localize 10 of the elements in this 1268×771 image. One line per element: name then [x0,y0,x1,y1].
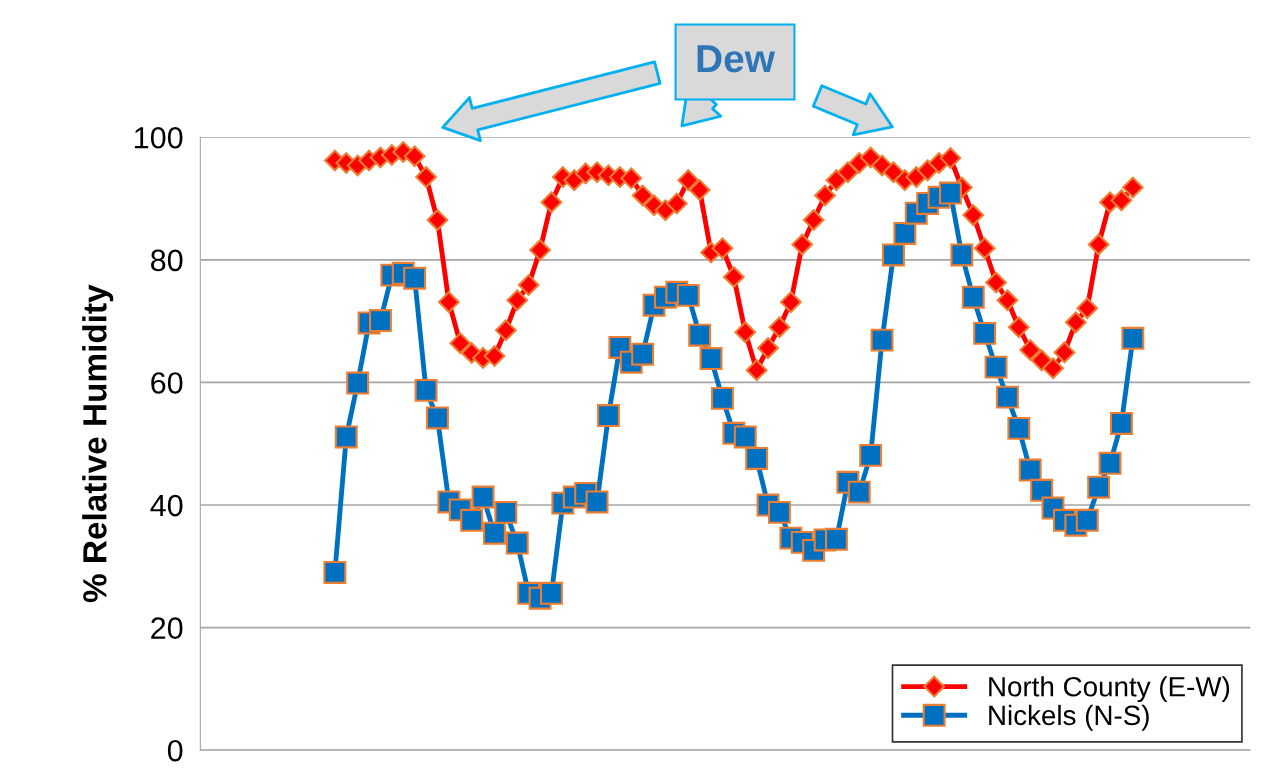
y-axis-title: % Relative Humidity [82,284,114,603]
legend-label: North County (E-W) [989,676,1230,703]
y-tick-label: 100 [135,126,183,149]
y-tick-label: 80 [151,249,183,272]
y-tick-label: 40 [150,494,183,517]
y-tick-label: 0 [167,739,183,762]
y-tick-label: 20 [151,617,183,639]
y-tick-label: 60 [151,372,183,394]
legend-label: Nickels (N-S) [989,704,1149,731]
text: Dew [697,45,776,73]
